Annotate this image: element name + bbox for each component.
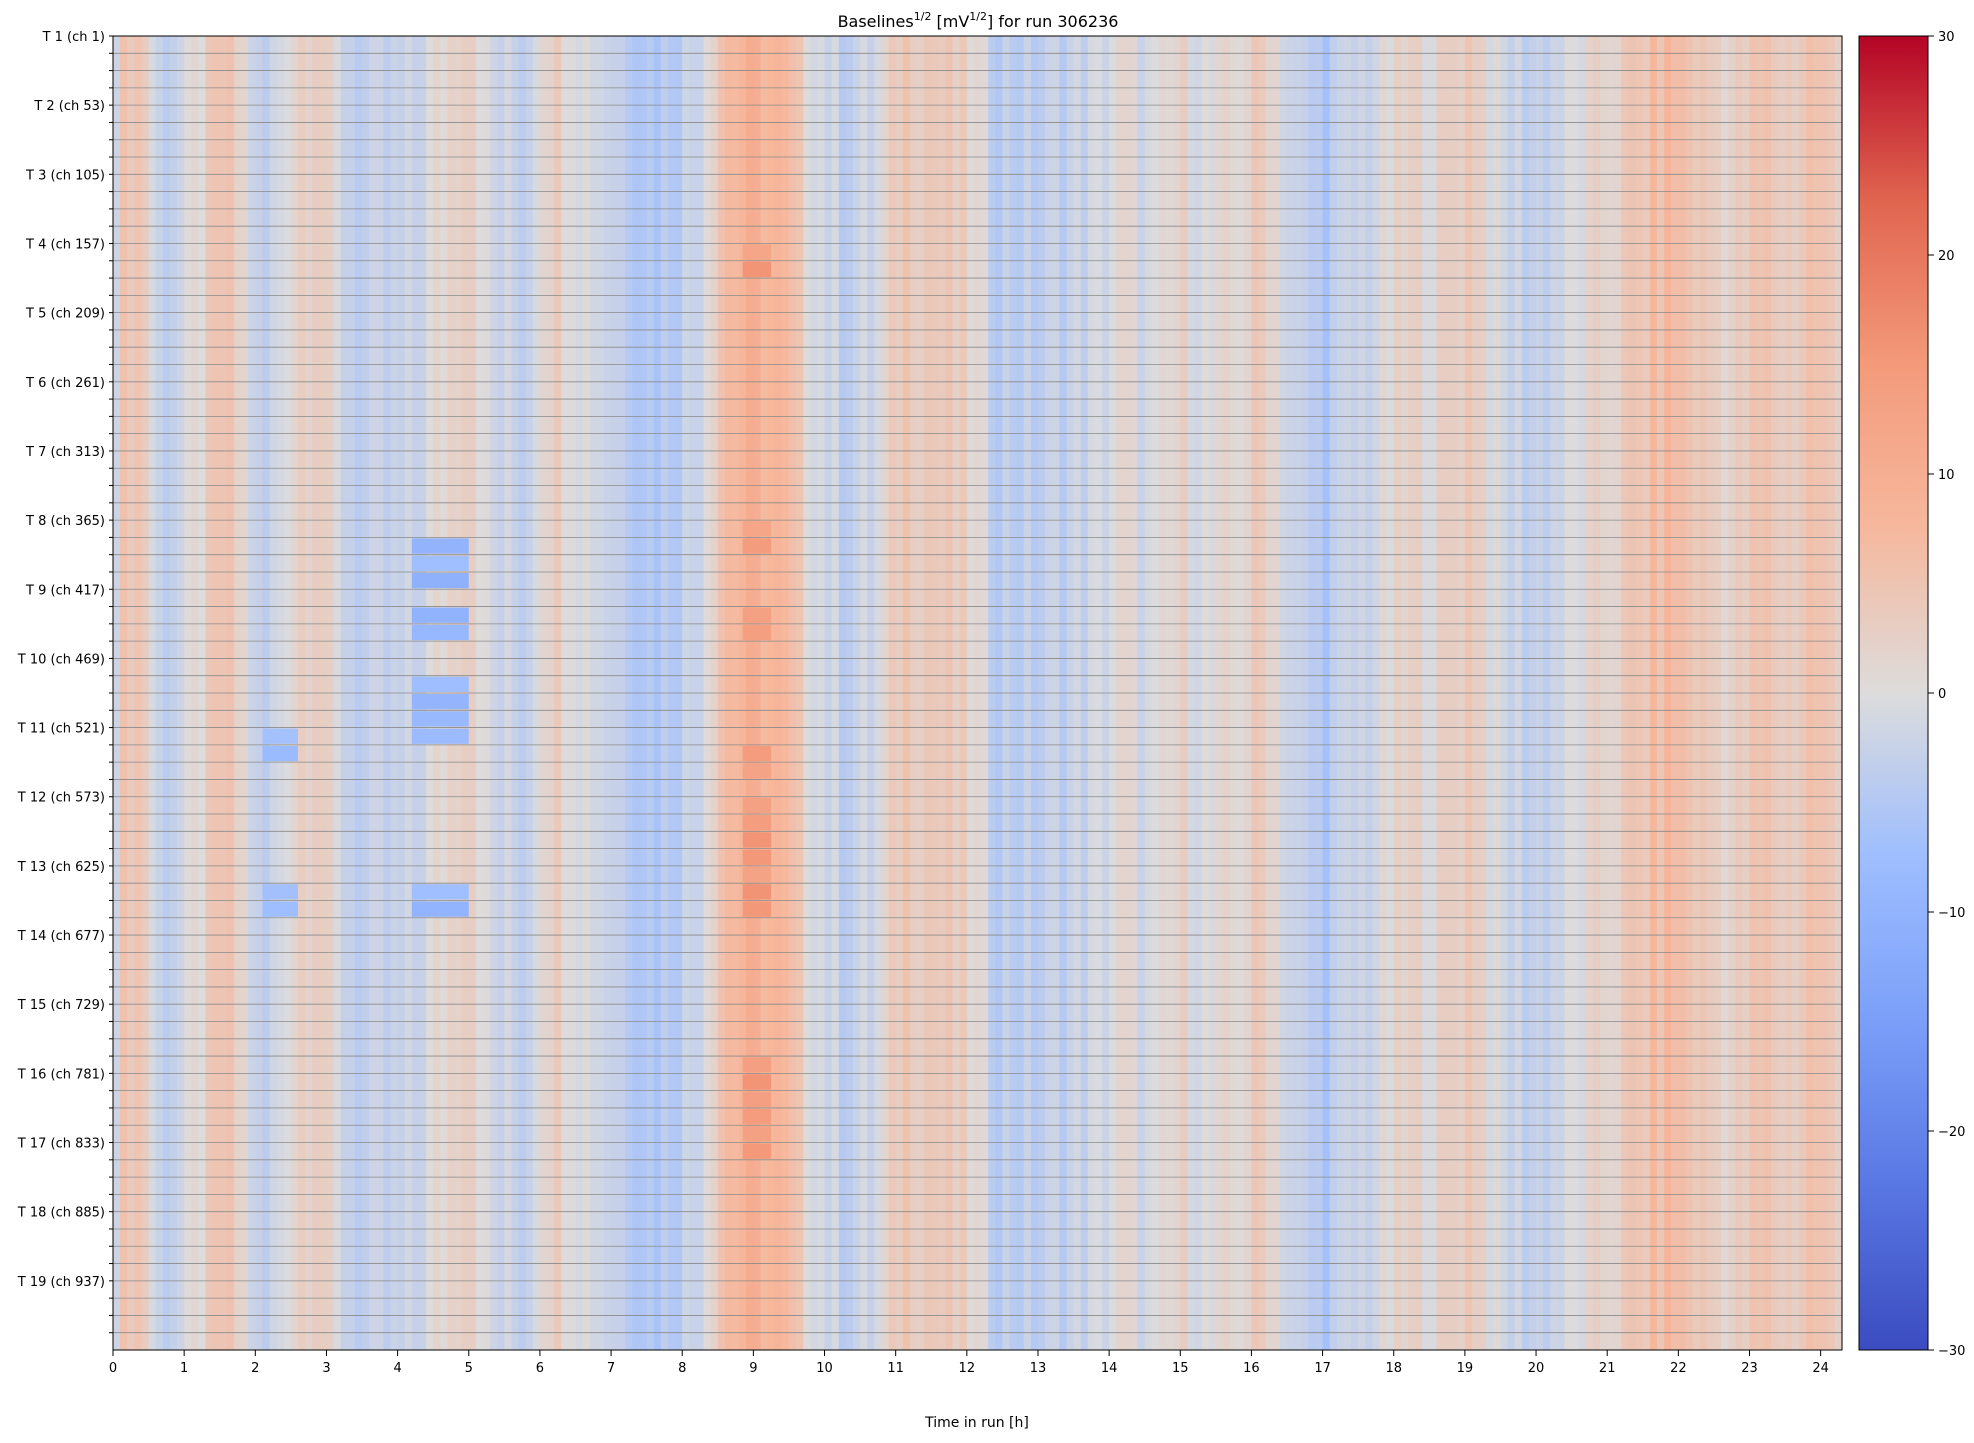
y-tick-label: T 7 (ch 313) (25, 445, 105, 460)
x-tick-label: 11 (887, 1361, 904, 1376)
x-tick-label: 3 (322, 1361, 330, 1376)
x-tick-label: 4 (393, 1361, 401, 1376)
colorbar-tick-label: −30 (1938, 1344, 1965, 1359)
x-tick-label: 16 (1243, 1361, 1260, 1376)
x-tick-label: 6 (536, 1361, 544, 1376)
heatmap-hot-cell (411, 711, 469, 727)
y-tick-label: T 17 (ch 833) (17, 1137, 105, 1152)
heatmap-hot-cell (742, 763, 772, 779)
row-grid-lines (113, 52, 1842, 1334)
heatmap-hot-cell (262, 745, 298, 762)
heatmap-hot-cell (742, 832, 772, 848)
y-tick-label: T 16 (ch 781) (17, 1067, 105, 1082)
heatmap-hot-cell (411, 694, 469, 710)
x-tick-label: 18 (1385, 1361, 1402, 1376)
heatmap-hot-cell (742, 1091, 772, 1107)
heatmap-hot-cell (411, 607, 469, 623)
heatmap-hot-cell (742, 261, 772, 278)
y-tick-label: T 14 (ch 677) (17, 929, 105, 944)
heatmap-hot-cell (742, 815, 772, 831)
colorbar-tick-label: 30 (1938, 30, 1955, 45)
y-tick-label: T 3 (ch 105) (25, 168, 105, 183)
x-tick-label: 8 (678, 1361, 686, 1376)
x-tick-label: 20 (1528, 1361, 1545, 1376)
y-tick-label: T 8 (ch 365) (25, 514, 105, 529)
heatmap-hot-cell (742, 797, 772, 814)
y-tick-label: T 1 (ch 1) (42, 30, 105, 45)
colorbar-tick-label: 10 (1938, 468, 1955, 483)
heatmap-hot-cell (742, 607, 772, 623)
heatmap-hot-cell (742, 849, 772, 865)
y-tick-label: T 18 (ch 885) (17, 1206, 105, 1221)
heatmap-hot-cell (262, 728, 298, 744)
heatmap-hot-cell (411, 624, 469, 641)
y-tick-label: T 19 (ch 937) (17, 1275, 105, 1290)
x-tick-label: 0 (109, 1361, 117, 1376)
x-tick-label: 21 (1599, 1361, 1616, 1376)
heatmap-hot-cell (411, 901, 469, 917)
x-tick-label: 15 (1172, 1361, 1189, 1376)
heatmap-hot-cell (411, 572, 469, 589)
chart-title: Baselines1/2 [mV1/2] for run 306236 (838, 10, 1119, 31)
x-tick-label: 23 (1741, 1361, 1758, 1376)
x-axis-label: Time in run [h] (924, 1415, 1029, 1431)
x-tick-label: 10 (816, 1361, 833, 1376)
heatmap-hot-cell (411, 676, 469, 692)
x-tick-label: 19 (1457, 1361, 1474, 1376)
y-tick-label: T 2 (ch 53) (33, 99, 105, 114)
heatmap-hot-cell (742, 866, 772, 883)
heatmap-hot-cell (262, 884, 298, 900)
heatmap-hot-cell (742, 1108, 772, 1125)
colorbar-tick-label: −10 (1938, 906, 1965, 921)
x-tick-label: 14 (1101, 1361, 1118, 1376)
colorbar-tick-label: 20 (1938, 249, 1955, 264)
x-tick-label: 12 (959, 1361, 976, 1376)
colorbar (1858, 35, 1929, 1351)
heatmap-hot-cell (742, 624, 772, 641)
y-tick-label: T 10 (ch 469) (17, 652, 105, 667)
heatmap-hot-cell (411, 728, 469, 744)
x-tick-label: 7 (607, 1361, 615, 1376)
colorbar-tick-label: 0 (1938, 687, 1946, 702)
x-axis: 0 1 2 3 4 5 6 7 8 9 10 11 12 13 14 15 16 17 18 19 20 21 22 23 24 (109, 1350, 1829, 1376)
heatmap-hot-cell (742, 538, 772, 554)
heatmap-hot-cell (742, 884, 772, 900)
colorbar-ticks: 30 20 10 0 −10 −20 −30 (1928, 30, 1965, 1359)
x-tick-label: 24 (1812, 1361, 1829, 1376)
heatmap-hot-cell (742, 745, 772, 762)
heatmap-hot-cell (742, 521, 772, 537)
heatmap-hot-cell (742, 1074, 772, 1090)
y-tick-label: T 12 (ch 573) (17, 791, 105, 806)
y-tick-label: T 5 (ch 209) (25, 307, 105, 322)
y-tick-label: T 13 (ch 625) (17, 860, 105, 875)
y-axis: T 1 (ch 1) T 2 (ch 53) T 3 (ch 105) T 4 (ch… (17, 30, 113, 1334)
x-tick-label: 17 (1314, 1361, 1331, 1376)
y-tick-label: T 4 (ch 157) (25, 237, 105, 252)
heatmap-hot-cell (742, 1057, 772, 1073)
y-tick-label: T 6 (ch 261) (25, 376, 105, 391)
y-tick-label: T 11 (ch 521) (17, 722, 105, 737)
x-tick-label: 22 (1670, 1361, 1687, 1376)
heatmap-hot-cell (742, 901, 772, 917)
y-tick-label: T 9 (ch 417) (25, 583, 105, 598)
y-tick-label: T 15 (ch 729) (17, 998, 105, 1013)
heatmap-hot-cell (411, 555, 469, 571)
colorbar-tick-label: −20 (1938, 1125, 1965, 1140)
x-tick-label: 5 (465, 1361, 473, 1376)
x-tick-label: 1 (180, 1361, 188, 1376)
x-tick-label: 13 (1030, 1361, 1047, 1376)
heatmap-hot-cell (742, 1126, 772, 1142)
heatmap-hot-cell (742, 244, 772, 260)
heatmap-hot-cell (411, 538, 469, 554)
heatmap-hot-cell (262, 901, 298, 917)
heatmap-hot-cell (411, 884, 469, 900)
x-tick-label: 9 (749, 1361, 757, 1376)
x-tick-label: 2 (251, 1361, 259, 1376)
heatmap-hot-cell (742, 1143, 772, 1159)
